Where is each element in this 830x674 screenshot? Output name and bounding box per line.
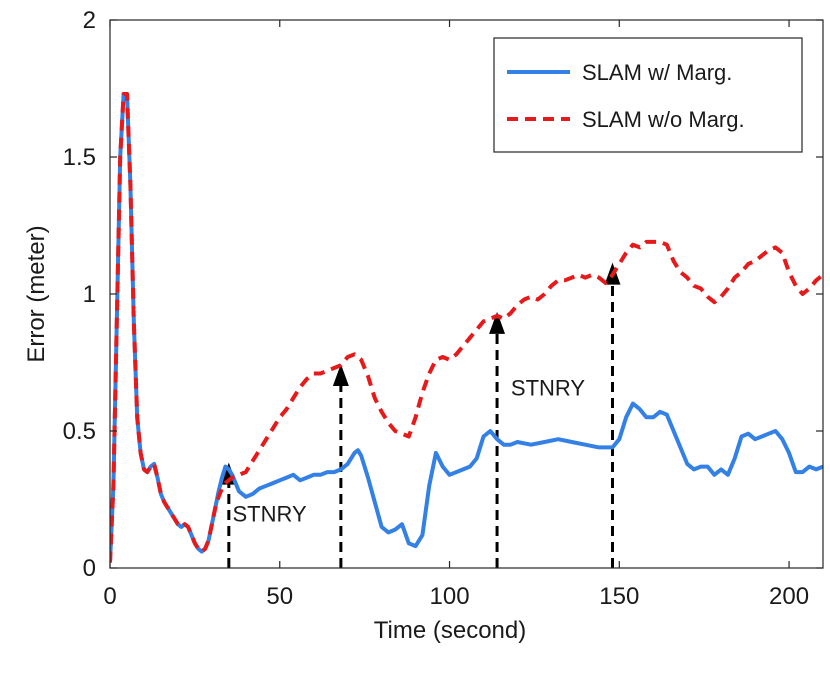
x-axis-title: Time (second) [374,617,526,644]
legend-label-series-2: SLAM w/o Marg. [582,107,745,132]
x-tick-label: 50 [266,583,293,610]
y-axis-title: Error (meter) [23,225,50,362]
series-line-2 [110,92,823,563]
legend: SLAM w/ Marg. SLAM w/o Marg. [493,37,803,153]
x-tick-label: 100 [430,583,470,610]
tick-layer: 0 50 100 150 200 0 0.5 1 1.5 2 [63,7,823,610]
legend-box [493,37,803,153]
series-layer [110,92,823,563]
y-tick-label: 2 [83,7,96,34]
x-tick-label: 150 [599,583,639,610]
y-tick-label: 1.5 [63,144,96,171]
legend-label-series-1: SLAM w/ Marg. [582,60,732,85]
y-tick-label: 0.5 [63,418,96,445]
stationary-arrow-head [332,363,349,386]
stationary-arrow-head [489,311,506,334]
x-tick-label: 0 [103,583,116,610]
annotation-layer: STNRY STNRY [232,375,585,526]
y-tick-label: 0 [83,555,96,582]
annotation-label: STNRY [511,375,585,400]
y-tick-label: 1 [83,281,96,308]
annotation-label: STNRY [232,501,306,526]
x-tick-label: 200 [769,583,809,610]
